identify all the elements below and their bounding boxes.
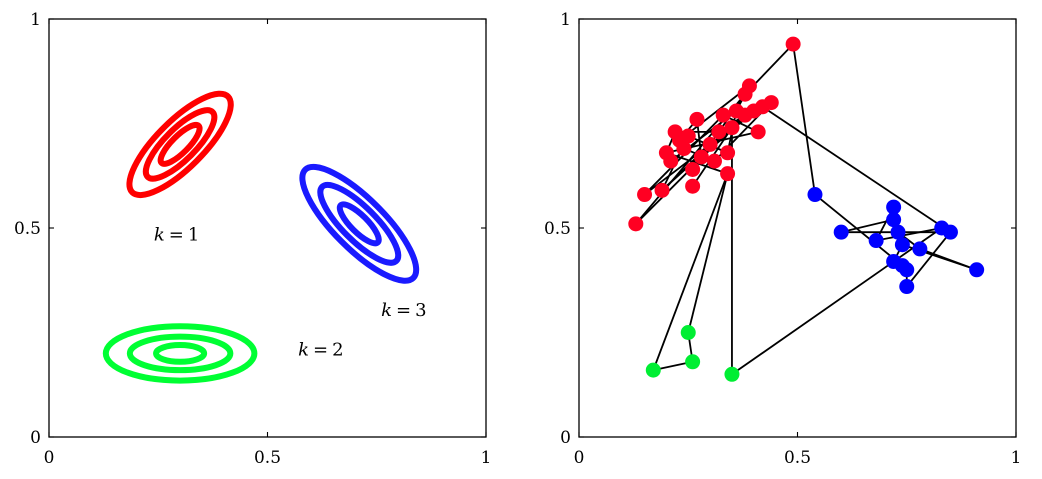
data-point-red <box>741 78 757 94</box>
connection-line <box>814 193 903 267</box>
contour-k3-ring-1 <box>299 163 420 284</box>
data-point-blue <box>868 233 884 249</box>
right-ytick-label: 0 <box>560 428 571 448</box>
left-xtick-label: 0 <box>44 448 55 468</box>
contour-k3-ring-2 <box>317 181 402 266</box>
connection-line <box>731 227 943 376</box>
right-xtick-label: 0.5 <box>784 448 811 468</box>
data-point-blue <box>890 224 906 240</box>
component-label-k1: k = 1 <box>154 225 199 246</box>
data-point-green <box>645 362 661 378</box>
data-point-red <box>763 95 779 111</box>
data-point-red <box>785 36 801 52</box>
connection-line <box>687 173 729 333</box>
data-point-blue <box>899 279 915 295</box>
data-point-blue <box>894 237 910 253</box>
data-point-blue <box>886 212 902 228</box>
data-point-red <box>724 120 740 136</box>
right-ytick-label: 1 <box>560 10 571 30</box>
data-point-red <box>689 111 705 127</box>
data-point-red <box>676 141 692 157</box>
connection-line <box>652 173 729 371</box>
left-ytick-label: 0.5 <box>14 219 41 239</box>
data-point-red <box>702 136 718 152</box>
data-point-blue <box>969 262 985 278</box>
data-point-red <box>628 216 644 232</box>
component-label-k2: k = 2 <box>298 339 343 360</box>
left-ytick-label: 1 <box>30 10 41 30</box>
data-point-red <box>715 107 731 123</box>
data-point-green <box>685 354 701 370</box>
left-plot-frame <box>48 18 487 438</box>
data-point-blue <box>942 224 958 240</box>
right-xtick-label: 1 <box>1011 448 1022 468</box>
contour-panel: 0 0.5 1 0 0.5 1 k = 1 k = 2 k = 3 <box>14 10 491 468</box>
data-point-red <box>685 178 701 194</box>
contour-k2-ring-1 <box>102 323 258 384</box>
data-point-red <box>637 187 653 203</box>
contour-k1-ring-1 <box>126 90 234 199</box>
connection-line <box>875 227 942 242</box>
data-point-blue <box>886 199 902 215</box>
data-point-blue <box>899 262 915 278</box>
contour-k1-ring-3 <box>157 121 203 167</box>
component-label-k3: k = 3 <box>381 300 426 321</box>
data-point-red <box>693 149 709 165</box>
data-point-green <box>724 366 740 382</box>
data-point-red <box>663 153 679 169</box>
contour-k1-ring-2 <box>142 107 218 182</box>
right-xtick-label: 0 <box>574 448 585 468</box>
connection-line <box>792 43 816 195</box>
data-point-red <box>706 153 722 169</box>
contour-k2-ring-3 <box>153 342 208 365</box>
data-point-red <box>711 124 727 140</box>
data-point-red <box>720 145 736 161</box>
contour-k2-ring-2 <box>126 333 234 374</box>
left-xtick-label: 0.5 <box>254 448 281 468</box>
connection-line <box>840 218 894 234</box>
connection-line <box>762 106 951 233</box>
left-ytick-label: 0 <box>30 428 41 448</box>
data-point-blue <box>807 187 823 203</box>
data-point-green <box>680 325 696 340</box>
data-point-red <box>685 161 701 177</box>
data-point-red <box>654 182 670 198</box>
left-xtick-label: 1 <box>481 448 492 468</box>
right-ytick-label: 0.5 <box>544 219 571 239</box>
data-point-red <box>720 166 736 182</box>
data-point-blue <box>912 241 928 257</box>
data-point-red <box>680 128 696 144</box>
contour-k3-ring-3 <box>336 201 382 247</box>
data-point-blue <box>833 224 849 240</box>
connection-line <box>906 231 952 288</box>
data-point-red <box>750 124 766 140</box>
scatter-panel: 0 0.5 1 0 0.5 1 <box>544 10 1021 468</box>
